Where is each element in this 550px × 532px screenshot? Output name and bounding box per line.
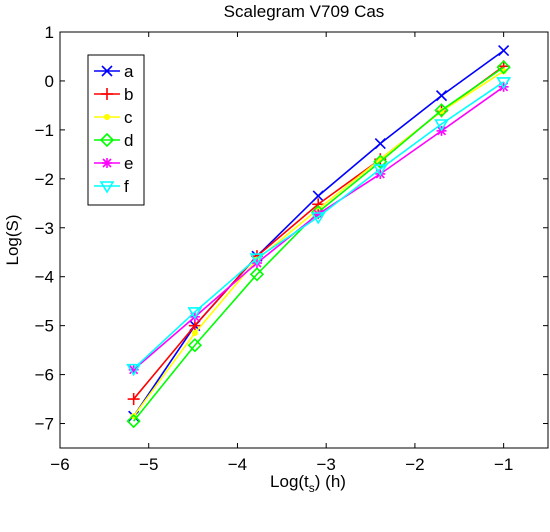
legend-label: f [124, 177, 129, 196]
legend-entry-f: f [94, 177, 129, 196]
x-tick-label: −1 [494, 455, 513, 474]
y-tick-label: 0 [45, 72, 54, 91]
legend-marker [103, 113, 111, 121]
legend-entry-e: e [94, 154, 133, 173]
data-point-f [187, 307, 203, 320]
plot-area: −6 −5 −4 −3 −2 −1 1 0 −1 −2 −3 −4 −5 −6 −7 [35, 23, 549, 474]
y-tick-label: 1 [45, 23, 54, 42]
legend-marker [101, 65, 113, 77]
y-tick-label: −1 [35, 121, 54, 140]
legend-label: a [124, 62, 134, 81]
data-point-f [372, 164, 388, 177]
x-axis-label-subscript: s [309, 481, 315, 495]
legend-marker [102, 158, 112, 168]
x-tick-label: −5 [139, 455, 158, 474]
data-point-c [191, 329, 198, 337]
legend-box [87, 54, 145, 206]
data-point-a [435, 90, 448, 102]
x-tick-label: −2 [405, 455, 424, 474]
legend-label: c [124, 108, 133, 127]
x-axis-label-main: Log(t [270, 472, 309, 491]
data-point-d [434, 103, 449, 118]
y-tick-label: −3 [35, 219, 54, 238]
data-point-f [434, 119, 449, 132]
series-line-b [133, 65, 505, 400]
data-point-d [126, 413, 141, 429]
data-point-d [187, 338, 202, 353]
y-axis-label: Log(S) [3, 214, 22, 265]
x-axis-label: Log(ts) (h) [270, 472, 346, 495]
data-point-f [126, 363, 142, 377]
y-tick-label: −6 [35, 366, 54, 385]
y-tick-label: −2 [35, 170, 54, 189]
data-point-b [127, 393, 140, 406]
x-tick-label: −4 [228, 455, 247, 474]
x-tick-label: −3 [316, 455, 335, 474]
legend-marker [99, 181, 115, 194]
series-line-c [132, 70, 505, 417]
legend-label: d [124, 131, 133, 150]
legend-marker [101, 88, 113, 100]
data-point-f [249, 253, 265, 266]
series-line-f [133, 81, 505, 370]
series-line-e [133, 86, 505, 371]
axes-frame [59, 31, 549, 449]
legend-entry-c: c [94, 108, 133, 127]
legend-entry-d: d [94, 131, 133, 150]
legend-label: e [124, 154, 133, 173]
legend-entry-a: a [94, 62, 134, 81]
chart-title: Scalegram V709 Cas [224, 2, 385, 21]
legend-marker [99, 132, 115, 148]
data-point-f [310, 212, 326, 225]
data-point-a [312, 190, 324, 202]
data-point-d [249, 267, 265, 282]
data-point-d [496, 60, 511, 75]
legend-entry-b: b [94, 85, 133, 104]
x-tick-label: −6 [50, 455, 69, 474]
data-point-a [374, 138, 386, 150]
y-tick-label: −7 [35, 415, 54, 434]
data-point-d [373, 154, 388, 169]
y-tick-label: −4 [35, 268, 54, 287]
data-point-a [498, 45, 510, 57]
x-axis-label-tail: ) (h) [315, 472, 346, 491]
data-point-f [496, 77, 512, 90]
y-tick-label: −5 [35, 317, 54, 336]
legend-label: b [124, 85, 133, 104]
